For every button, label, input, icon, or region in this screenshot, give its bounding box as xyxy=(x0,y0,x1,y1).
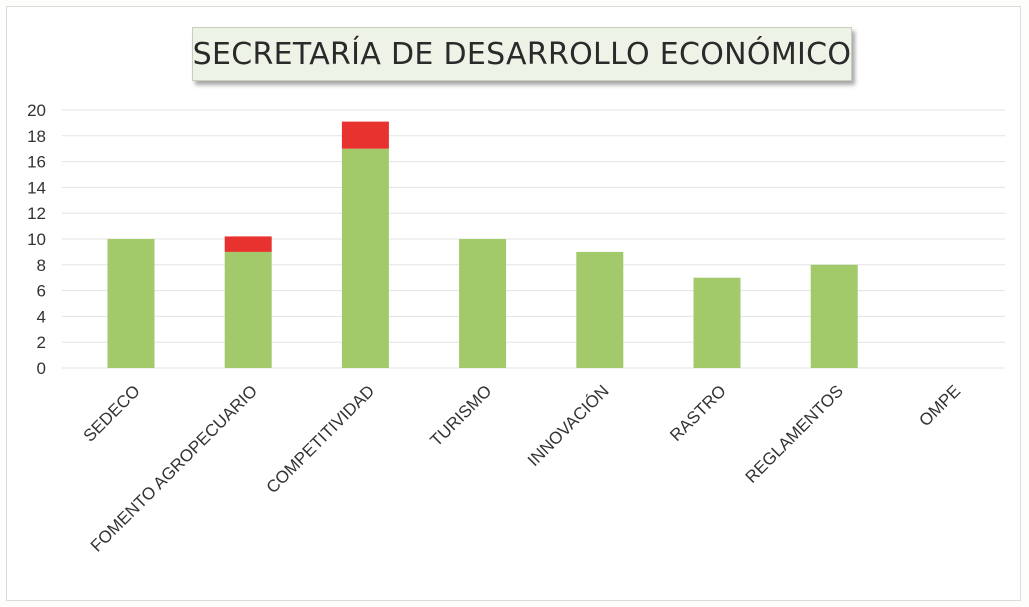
y-tick-label: 6 xyxy=(37,282,46,301)
y-axis-ticks: 0 2 4 6 8 10 12 14 16 18 20 xyxy=(27,101,46,378)
x-category-label: SEDECO xyxy=(80,381,144,445)
x-category-label: OMPE xyxy=(915,381,964,430)
y-tick-label: 14 xyxy=(27,178,46,197)
x-category-label: TURISMO xyxy=(427,381,496,450)
y-tick-label: 10 xyxy=(27,230,46,249)
x-category-label: INNOVACIÓN xyxy=(524,381,613,470)
bar-primary xyxy=(107,239,155,368)
y-tick-label: 18 xyxy=(27,127,46,146)
bar-primary xyxy=(693,277,741,368)
y-tick-label: 12 xyxy=(27,204,46,223)
bar-primary xyxy=(341,148,389,368)
gridlines xyxy=(62,109,1005,369)
x-category-label: REGLAMENTOS xyxy=(742,381,847,486)
bars xyxy=(107,121,858,368)
chart-title: SECRETARÍA DE DESARROLLO ECONÓMICO xyxy=(192,36,852,72)
bar-secondary xyxy=(341,121,389,149)
bar-primary xyxy=(576,251,624,368)
y-tick-label: 8 xyxy=(37,256,46,275)
x-category-label: RASTRO xyxy=(666,381,730,445)
y-tick-label: 20 xyxy=(27,101,46,120)
bar-primary xyxy=(810,264,858,368)
chart-title-box: SECRETARÍA DE DESARROLLO ECONÓMICO xyxy=(192,27,852,81)
y-tick-label: 2 xyxy=(37,333,46,352)
y-tick-label: 16 xyxy=(27,153,46,172)
y-tick-label: 4 xyxy=(37,307,46,326)
bar-secondary xyxy=(224,236,272,252)
y-tick-label: 0 xyxy=(37,359,46,378)
bar-primary xyxy=(224,251,272,368)
bar-primary xyxy=(459,239,507,368)
x-category-label: COMPETITIVIDAD xyxy=(263,381,379,497)
